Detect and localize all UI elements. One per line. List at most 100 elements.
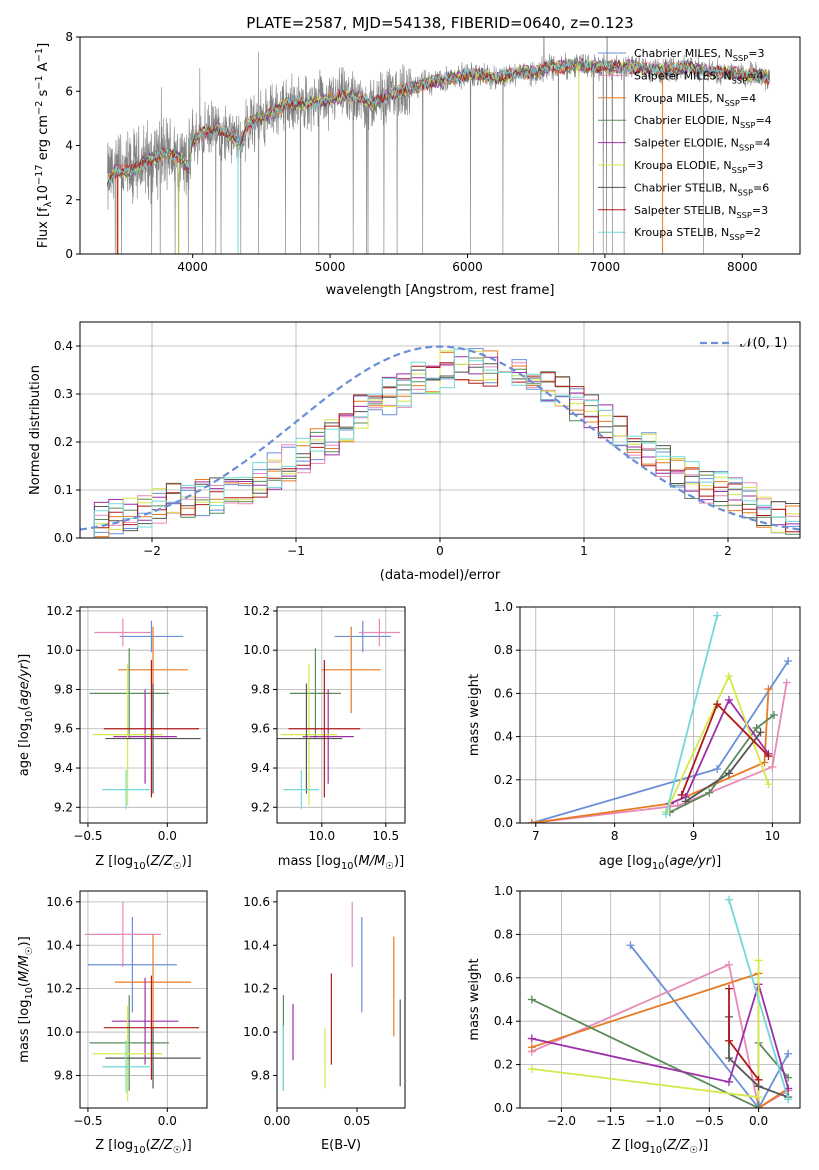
y-tick-label: 10.4 xyxy=(46,938,73,952)
x-tick-label: 0.00 xyxy=(264,1114,291,1128)
axes-frame xyxy=(79,606,208,824)
data-marker xyxy=(681,797,690,806)
axes-frame xyxy=(519,606,801,824)
data-marker xyxy=(705,788,714,797)
data-marker xyxy=(661,810,670,819)
weight-line xyxy=(665,615,719,815)
data-marker xyxy=(725,984,734,993)
y-tick-label: 9.4 xyxy=(251,761,270,775)
y-tick-label: 1.0 xyxy=(494,600,513,614)
plot-area xyxy=(84,901,201,1102)
errorbar-point xyxy=(92,1006,163,1102)
y-tick-label: 2 xyxy=(65,193,73,207)
weight-line xyxy=(531,981,790,1089)
x-tick-label: −0.5 xyxy=(695,1114,724,1128)
x-axis-label: age [log10(age/yr)] xyxy=(599,854,722,872)
y-tick-label: 0.4 xyxy=(494,730,513,744)
y-tick-label: 9.2 xyxy=(251,800,270,814)
y-tick-label: 0.6 xyxy=(494,686,513,700)
histogram-series xyxy=(80,348,800,538)
data-marker xyxy=(764,685,773,694)
y-axis-label: Flux [fλ10−17 erg cm−2 s−1 A−1] xyxy=(34,43,54,248)
x-tick-label: 0.05 xyxy=(344,1114,371,1128)
y-tick-label: 10.4 xyxy=(243,938,270,952)
y-tick-label: 10.0 xyxy=(46,643,73,657)
errorbar-point xyxy=(283,769,320,810)
plot-area xyxy=(527,895,793,1108)
data-marker xyxy=(782,678,791,687)
weight-line xyxy=(669,714,775,814)
y-tick-label: 0.4 xyxy=(54,339,73,353)
data-marker xyxy=(713,611,722,620)
x-tick-label: 1 xyxy=(580,544,588,558)
legend-entry: Salpeter MILES, NSSP=4 xyxy=(634,69,763,85)
errorbar-point xyxy=(302,689,354,784)
data-marker xyxy=(626,941,635,950)
weight-line xyxy=(531,660,789,823)
chart-spectrum: 4000 5000 6000 7000 8000 0 2 4 6 8 PLATE=2587, MJD… xyxy=(34,14,801,298)
axes-frame xyxy=(79,36,801,255)
data-marker xyxy=(725,695,734,704)
weight-line xyxy=(629,944,789,1108)
legend-entry: Kroupa ELODIE, NSSP=3 xyxy=(634,159,763,175)
data-marker xyxy=(713,765,722,773)
weight-series xyxy=(665,711,778,817)
axes-frame xyxy=(276,890,406,1109)
y-tick-label: 9.2 xyxy=(54,800,73,814)
y-tick-label: 0.6 xyxy=(494,971,513,985)
weight-line xyxy=(669,698,770,805)
x-tick-label: −1 xyxy=(287,544,305,558)
weight-series xyxy=(725,984,763,1084)
weight-series xyxy=(677,700,773,799)
x-tick-label: 8 xyxy=(611,829,619,843)
x-tick-label: 10.0 xyxy=(308,829,335,843)
x-tick-label: 10 xyxy=(765,829,780,843)
weight-series xyxy=(681,728,765,806)
legend-entry: Salpeter STELIB, NSSP=3 xyxy=(634,204,768,220)
errorbar-point xyxy=(114,934,192,1030)
y-tick-label: 8 xyxy=(65,30,73,44)
legend: Chabrier MILES, NSSP=3 Salpeter MILES, NS… xyxy=(598,47,772,242)
data-marker xyxy=(768,762,777,771)
y-tick-label: 10.2 xyxy=(243,982,270,996)
weight-series xyxy=(665,695,773,808)
legend-entry: Kroupa MILES, NSSP=4 xyxy=(634,92,756,108)
x-tick-label: 7000 xyxy=(590,260,621,274)
data-marker xyxy=(754,1075,763,1084)
y-tick-label: 10.0 xyxy=(46,1025,73,1039)
histogram-series xyxy=(80,362,800,538)
weight-line xyxy=(531,960,760,1099)
axes-frame xyxy=(276,606,406,824)
chart-weight-vs-Z: −2.0 −1.5 −1.0 −0.5 0.0 0.0 0.2 0.4 0.6 0.8 1.0 Z [… xyxy=(467,884,801,1156)
y-tick-label: 9.6 xyxy=(251,722,270,736)
model-spectrum xyxy=(107,55,770,189)
errorbar-point xyxy=(103,660,200,798)
x-tick-label: 0 xyxy=(436,544,444,558)
data-marker xyxy=(725,960,734,969)
weight-line xyxy=(728,899,790,1100)
data-marker xyxy=(754,956,763,965)
axes-frame xyxy=(519,890,801,1109)
x-axis-label: E(B-V) xyxy=(321,1138,361,1153)
errorbar-point xyxy=(111,977,179,1065)
x-tick-label: 6000 xyxy=(452,260,483,274)
data-marker xyxy=(725,1054,734,1063)
axes-frame xyxy=(79,890,208,1109)
y-axis-label: mass weight xyxy=(467,674,482,756)
x-tick-label: −1.5 xyxy=(596,1114,625,1128)
y-axis-label: age [log10(age/yr)] xyxy=(17,654,35,777)
y-tick-label: 0.8 xyxy=(494,643,513,657)
y-tick-label: 9.6 xyxy=(54,722,73,736)
histogram-series xyxy=(80,363,800,538)
y-tick-label: 0.0 xyxy=(494,816,513,830)
x-axis-label: wavelength [Angstrom, rest frame] xyxy=(326,283,555,298)
x-tick-label: −1.0 xyxy=(645,1114,674,1128)
y-tick-label: 0.0 xyxy=(54,531,73,545)
y-tick-label: 0.0 xyxy=(494,1101,513,1115)
y-tick-label: 1.0 xyxy=(494,884,513,898)
y-tick-label: 0.8 xyxy=(494,927,513,941)
plot-area xyxy=(107,37,771,254)
legend-entry: Chabrier ELODIE, NSSP=4 xyxy=(634,114,772,130)
chart-age-vs-mass: 10.0 10.5 9.2 9.4 9.6 9.8 10.0 10.2 mass [log10(… xyxy=(243,604,406,872)
errorbar-point xyxy=(334,620,391,653)
